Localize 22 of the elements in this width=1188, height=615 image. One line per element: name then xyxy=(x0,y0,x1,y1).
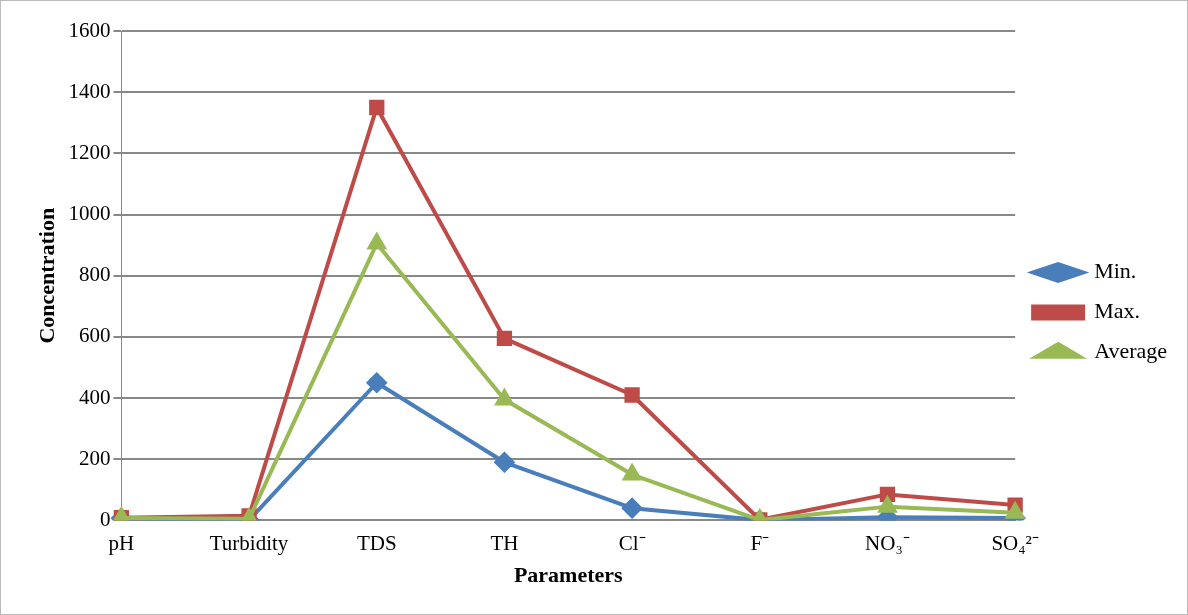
x-tick-label: Cl⁻ xyxy=(618,530,646,555)
x-tick-label: TH xyxy=(490,530,519,555)
y-tick-label: 1200 xyxy=(68,139,111,164)
legend-label: Min. xyxy=(1094,258,1137,284)
x-tick-label: F⁻ xyxy=(750,530,770,555)
legend-label: Average xyxy=(1094,338,1167,364)
x-tick-label: Turbidity xyxy=(209,530,289,555)
x-tick-label: NO₃⁻ xyxy=(865,530,910,555)
x-tick-label: SO₄²⁻ xyxy=(991,530,1039,555)
y-tick-label: 400 xyxy=(78,384,111,409)
y-tick-label: 1600 xyxy=(68,17,111,42)
legend-label: Max. xyxy=(1094,298,1140,324)
y-tick-label: 600 xyxy=(78,323,111,348)
y-tick-label: 1000 xyxy=(68,201,111,226)
y-tick-label: 1400 xyxy=(68,78,111,103)
x-tick-label: TDS xyxy=(356,530,397,555)
x-axis-title: Parameters xyxy=(513,562,624,588)
y-tick-label: 0 xyxy=(99,506,111,531)
y-tick-label: 200 xyxy=(78,445,111,470)
x-tick-label: pH xyxy=(108,530,135,555)
y-axis-title: Concentration xyxy=(33,207,59,344)
y-tick-label: 800 xyxy=(78,262,111,287)
